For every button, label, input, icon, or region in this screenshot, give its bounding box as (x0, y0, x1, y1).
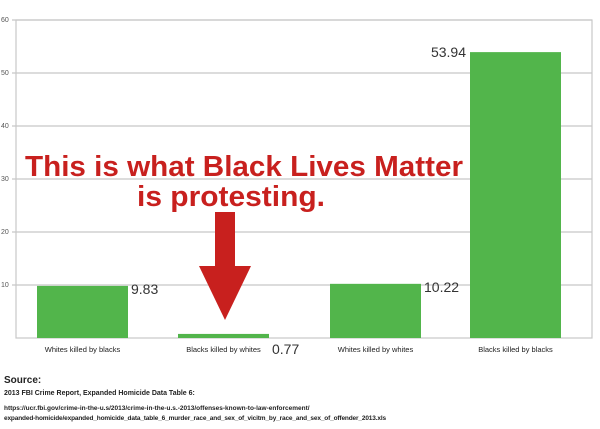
y-tick-label: 30 (1, 176, 9, 183)
bar (330, 283, 421, 338)
category-label: Whites killed by whites (338, 345, 414, 354)
y-axis-ticks: 10 20 30 40 50 60 (1, 17, 9, 289)
bar (178, 333, 269, 338)
source-heading: Source: (4, 375, 42, 386)
y-tick-label: 60 (1, 17, 9, 24)
data-label: 53.94 (431, 44, 466, 60)
category-label: Blacks killed by blacks (478, 345, 553, 354)
y-tick-label: 40 (1, 123, 9, 130)
y-tick-label: 50 (1, 70, 9, 77)
category-label: Whites killed by blacks (45, 345, 121, 354)
annotation-line-1: This is what Black Lives Matter (25, 151, 463, 183)
bars (37, 52, 561, 338)
bar (470, 52, 561, 338)
data-label: 9.83 (131, 281, 158, 297)
source-url-1: https://ucr.fbi.gov/crime-in-the-u.s/201… (4, 405, 310, 412)
y-tick-label: 20 (1, 229, 9, 236)
category-label: Blacks killed by whites (186, 345, 261, 354)
data-label: 10.22 (424, 279, 459, 295)
bar-chart: 10 20 30 40 50 60 9.83 0.77 10.22 53.94 Whites k… (1, 17, 593, 357)
bar (37, 285, 128, 338)
source-line: 2013 FBI Crime Report, Expanded Homicide… (4, 390, 195, 397)
data-labels: 9.83 0.77 10.22 53.94 (131, 44, 466, 357)
data-label: 0.77 (272, 341, 299, 357)
arrow-icon (199, 212, 251, 320)
annotation-line-2: is protesting. (137, 181, 325, 213)
y-tick-label: 10 (1, 282, 9, 289)
category-labels: Whites killed by blacks Blacks killed by … (45, 345, 553, 354)
source-url-2: expanded-homicide/expanded_homicide_data… (4, 415, 386, 422)
